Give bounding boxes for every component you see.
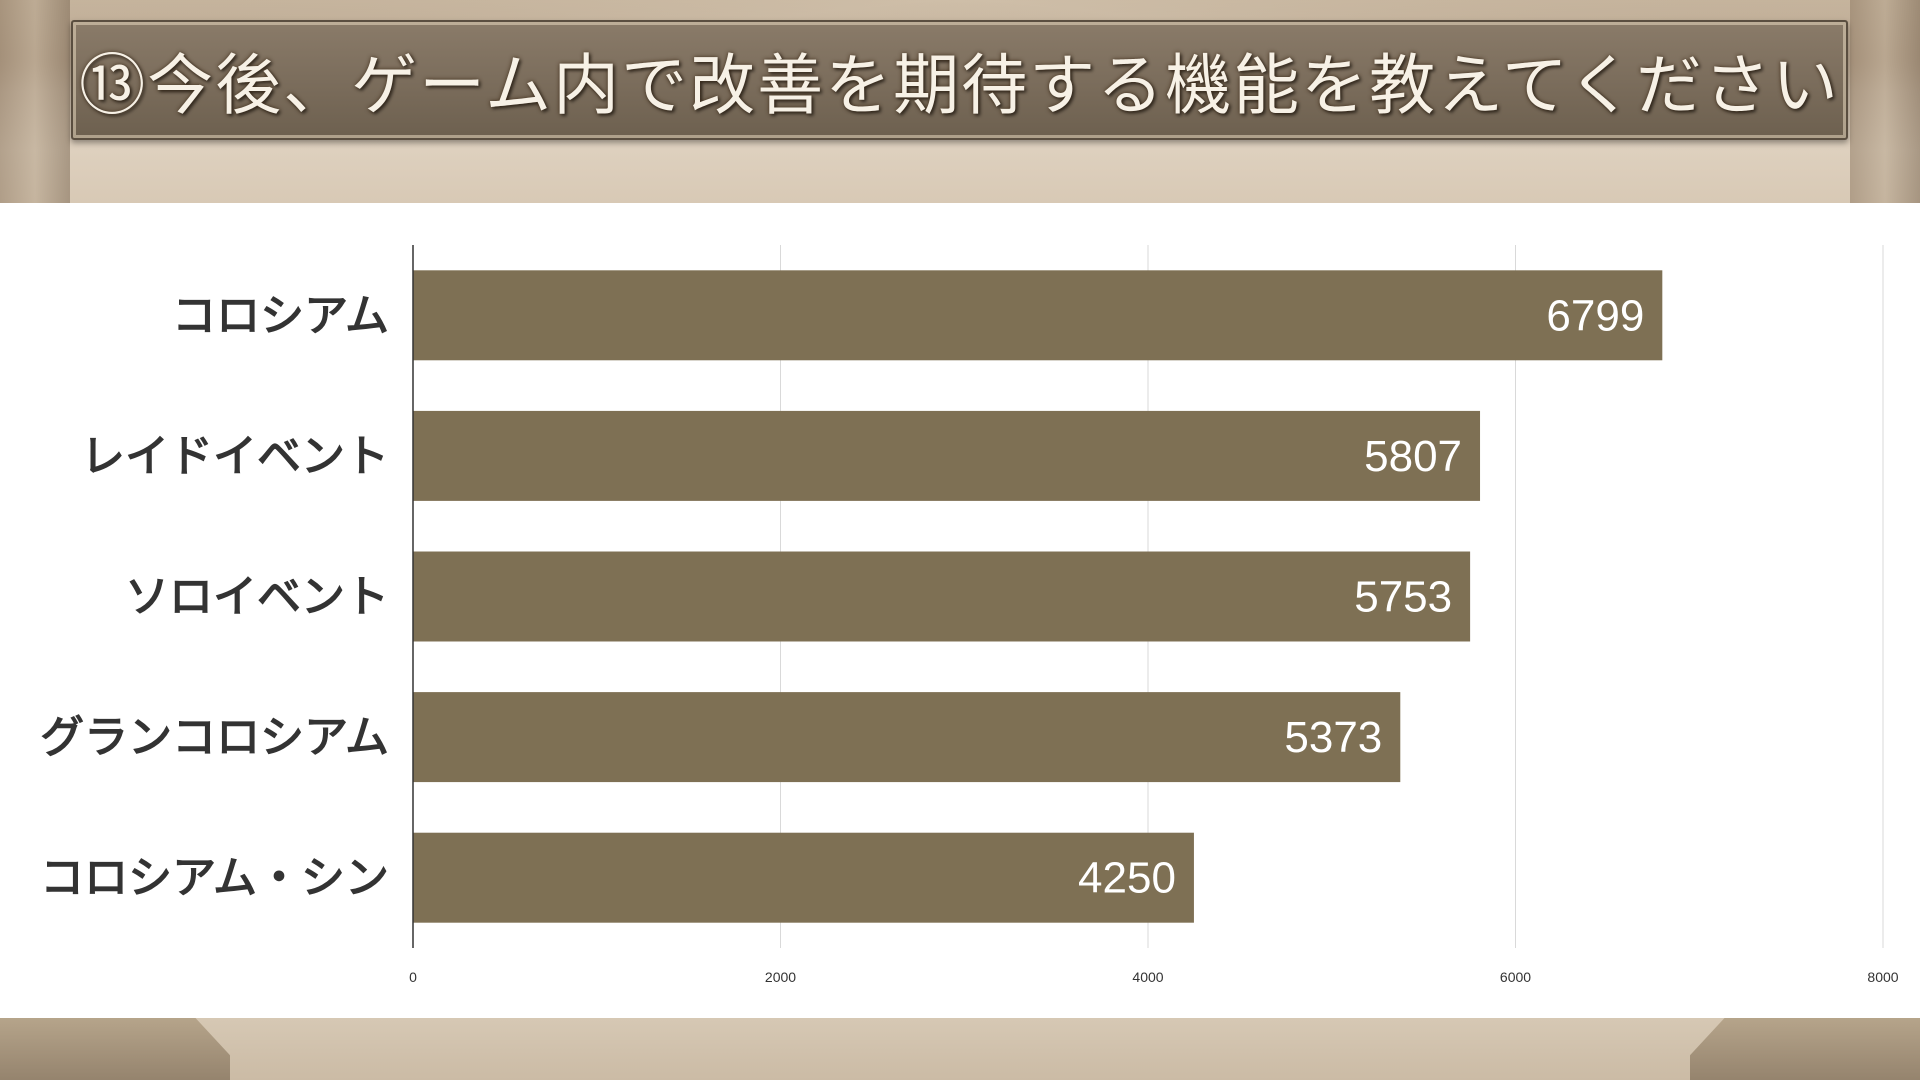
right-book-decoration: [1690, 1018, 1920, 1080]
footer-background: [0, 1018, 1920, 1080]
bar-value-label-4: 4250: [1078, 854, 1176, 903]
category-label-4: コロシアム・シン: [40, 853, 389, 904]
bar-value-label-1: 5807: [1364, 432, 1462, 481]
x-tick-label-6000: 6000: [1500, 969, 1531, 985]
category-label-1: レイドイベント: [81, 431, 389, 482]
bar-4: [413, 832, 1194, 923]
chart-panel: 0 2000 4000 6000 8000 6799 コロシアム 5807 レイドイベント 575…: [0, 203, 1920, 1018]
left-pillar-decoration: [0, 0, 70, 203]
bar-3: [413, 692, 1401, 783]
category-label-3: グランコロシアム: [40, 712, 389, 763]
page-title: ⑬今後、ゲーム内で改善を期待する機能を教えてください: [79, 47, 1840, 124]
bar-0: [413, 270, 1663, 361]
title-banner: ⑬今後、ゲーム内で改善を期待する機能を教えてください: [71, 20, 1848, 140]
right-pillar-decoration: [1850, 0, 1920, 203]
bar-value-label-3: 5373: [1284, 713, 1382, 762]
left-book-decoration: [0, 1018, 230, 1080]
x-tick-label-0: 0: [409, 969, 417, 985]
x-tick-label-8000: 8000: [1867, 969, 1898, 985]
bar-chart: 0 2000 4000 6000 8000 6799 コロシアム 5807 レイドイベント 575…: [40, 245, 1899, 985]
bar-value-label-2: 5753: [1354, 573, 1452, 622]
x-tick-label-2000: 2000: [765, 969, 796, 985]
bar-2: [413, 551, 1471, 642]
bar-1: [413, 410, 1481, 501]
bar-value-label-0: 6799: [1546, 291, 1644, 340]
category-label-0: コロシアム: [172, 290, 389, 341]
x-tick-label-4000: 4000: [1132, 969, 1163, 985]
category-label-2: ソロイベント: [125, 572, 389, 623]
